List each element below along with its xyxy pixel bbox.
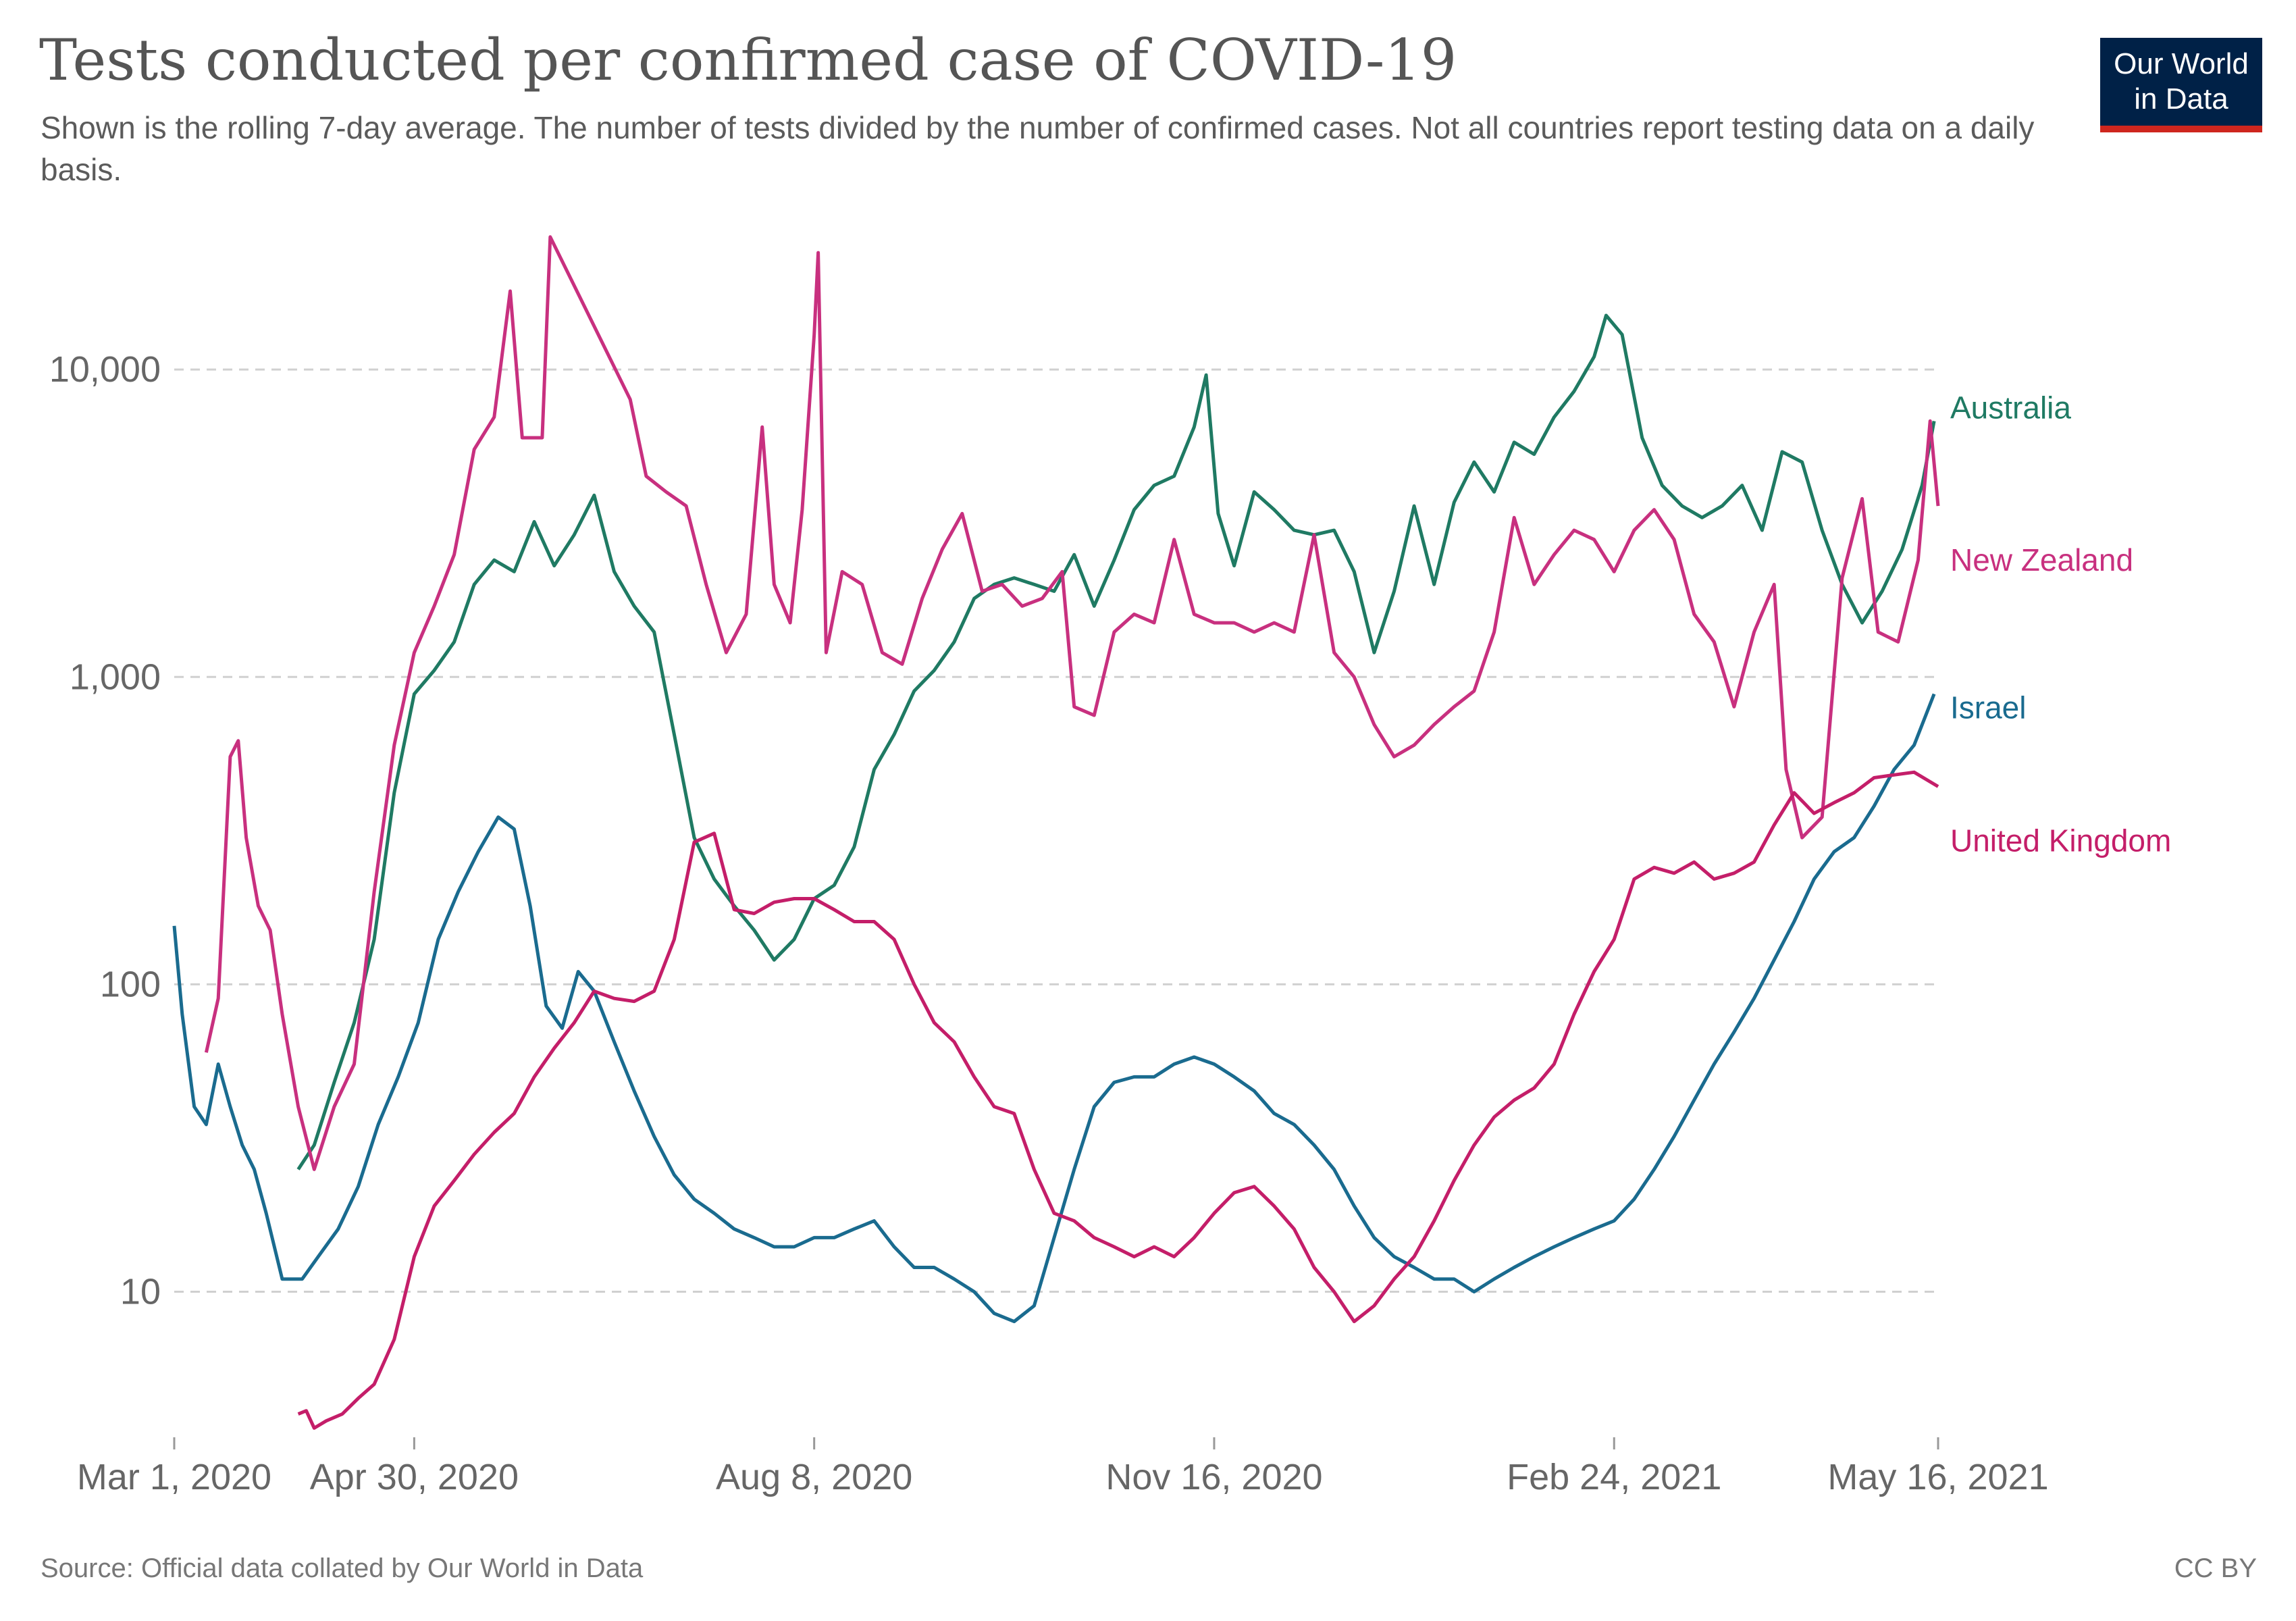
series-label-israel: Israel xyxy=(1950,690,2026,725)
series-label-united-kingdom: United Kingdom xyxy=(1950,823,2171,858)
y-tick-label: 10,000 xyxy=(49,349,161,390)
series-label-australia: Australia xyxy=(1950,390,2071,425)
series-line-israel xyxy=(172,693,1936,1324)
x-tick-label: Feb 24, 2021 xyxy=(1507,1457,1721,1497)
x-tick-label: Nov 16, 2020 xyxy=(1105,1457,1322,1497)
y-tick-label: 1,000 xyxy=(70,657,161,697)
owid-logo[interactable]: Our World in Data xyxy=(2100,38,2262,132)
x-tick-label: Aug 8, 2020 xyxy=(716,1457,912,1497)
logo-line-1: Our World xyxy=(2114,47,2249,80)
x-tick-label: May 16, 2021 xyxy=(1827,1457,2048,1497)
series-line-united-kingdom xyxy=(297,770,1939,1430)
chart-subtitle: Shown is the rolling 7-day average. The … xyxy=(41,110,2035,187)
series-label-new-zealand: New Zealand xyxy=(1950,542,2133,577)
source-note: Source: Official data collated by Our Wo… xyxy=(41,1553,644,1583)
x-tick-label: Mar 1, 2020 xyxy=(77,1457,271,1497)
series-line-australia xyxy=(296,313,1936,1170)
y-tick-label: 10 xyxy=(120,1271,161,1312)
logo-line-2: in Data xyxy=(2134,82,2228,115)
chart-title: Tests conducted per confirmed case of CO… xyxy=(39,27,1457,93)
series-line-new-zealand xyxy=(204,235,1940,1171)
y-tick-label: 100 xyxy=(100,964,161,1004)
license-link[interactable]: CC BY xyxy=(2174,1553,2257,1583)
x-tick-label: Apr 30, 2020 xyxy=(310,1457,519,1497)
